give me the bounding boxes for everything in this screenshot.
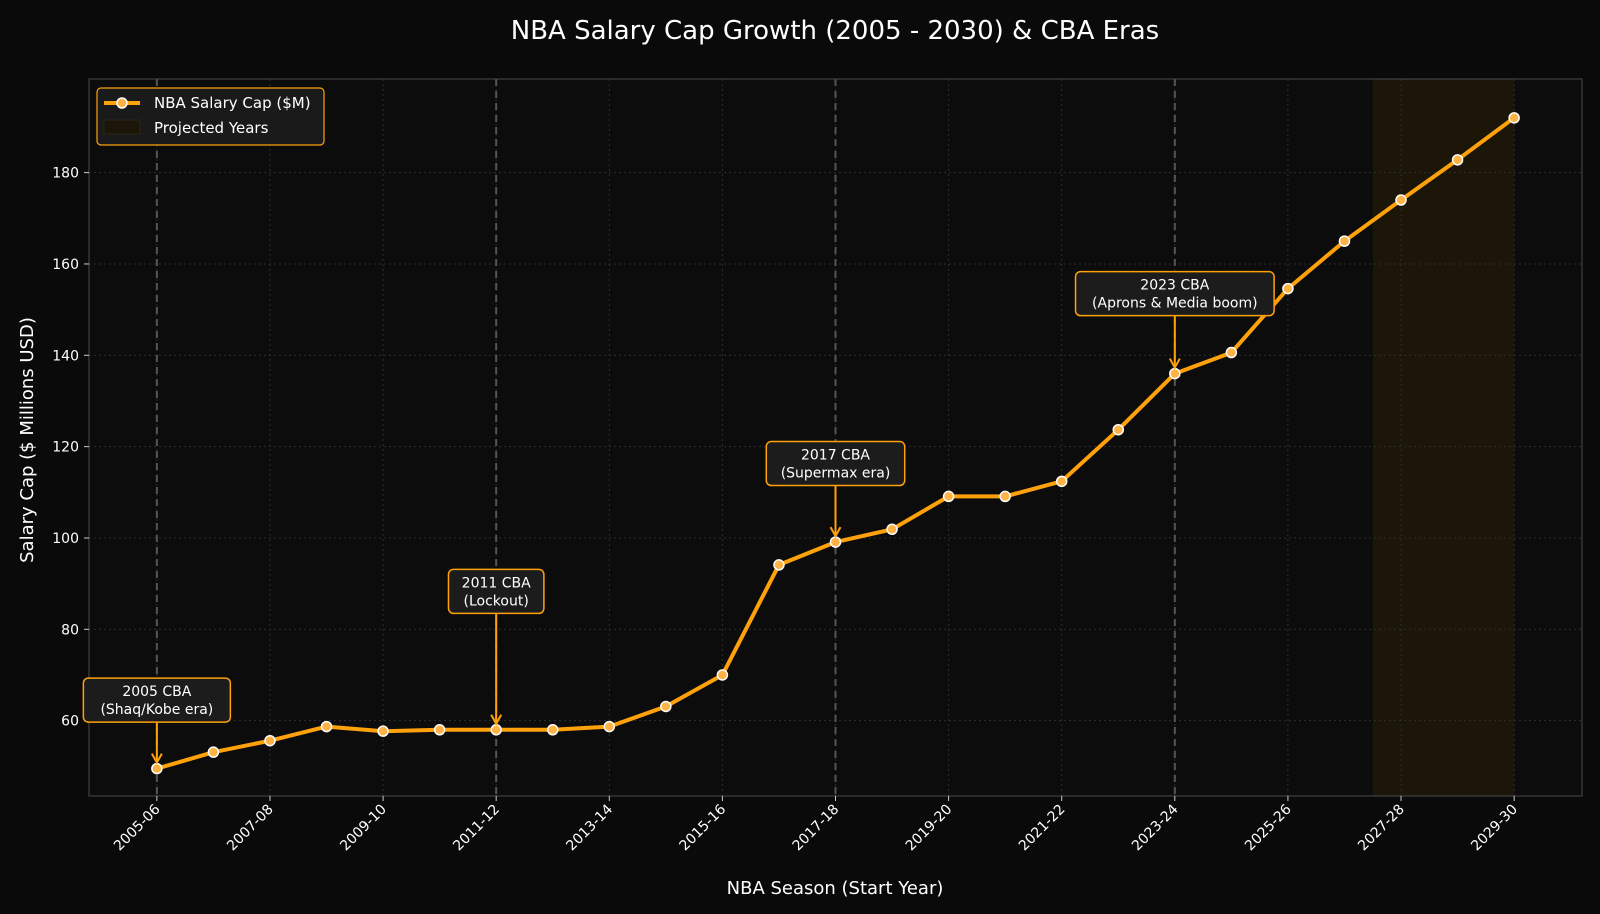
data-point [1282,282,1294,295]
data-point [773,559,785,571]
annotation-box [447,568,545,615]
annotation-title: 2017 CBA [801,448,870,464]
data-point [660,700,672,713]
annotation-subtitle: (Shaq/Kobe era) [100,702,213,718]
data-point [886,523,898,536]
data-point [829,536,842,548]
projected-years-region [1372,79,1515,796]
data-point [264,734,276,747]
legend-label-projected: Projected Years [154,119,269,137]
annotation-title: 2023 CBA [1140,278,1209,294]
data-point [1395,194,1407,206]
y-tick-label: 80 [61,622,79,638]
data-point [1338,235,1351,247]
legend: NBA Salary Cap ($M) Projected Years [96,87,325,146]
data-point [1112,423,1125,436]
data-point [603,720,616,733]
annotation-box [765,440,906,487]
data-point [377,725,389,737]
annotation-box [1074,270,1275,317]
data-point [546,724,559,736]
annotation-arrowhead [829,526,842,539]
annotation-box [82,677,232,723]
y-axis-label: Salary Cap ($ Millions USD) [17,317,38,563]
data-point [320,720,333,733]
y-tick-label: 140 [52,348,79,364]
data-point [490,724,502,736]
y-tick-label: 60 [61,714,79,730]
chart-title: NBA Salary Cap Growth (2005 - 2030) & CB… [511,16,1159,46]
data-point [1508,112,1520,124]
data-point [1451,154,1464,166]
annotation-title: 2011 CBA [462,575,531,591]
data-point [942,490,955,503]
annotation-subtitle: (Supermax era) [781,466,891,482]
x-axis-label: NBA Season (Start Year) [727,878,944,899]
annotation-arrowhead [1168,358,1181,370]
data-point [207,746,220,758]
data-point [1169,367,1181,380]
data-point [999,490,1011,503]
legend-label-salary-cap: NBA Salary Cap ($M) [154,94,311,112]
data-point [1055,475,1068,488]
y-tick-label: 180 [52,166,79,182]
data-point [151,762,163,775]
y-tick-label: 160 [52,257,79,273]
y-tick-label: 120 [52,440,79,456]
annotation-subtitle: (Aprons & Media boom) [1092,296,1258,312]
data-point [433,724,446,736]
y-tick-label: 100 [52,531,79,547]
annotation-arrowhead [150,753,163,765]
legend-marker-swatch [116,97,128,109]
annotation-arrowhead [490,714,503,726]
plot-background [89,79,1582,796]
data-point [1225,346,1238,359]
legend-projected-swatch [103,119,141,135]
annotation-title: 2005 CBA [122,684,191,700]
data-point [716,669,729,681]
annotation-subtitle: (Lockout) [464,593,529,609]
legend-box [96,87,325,146]
